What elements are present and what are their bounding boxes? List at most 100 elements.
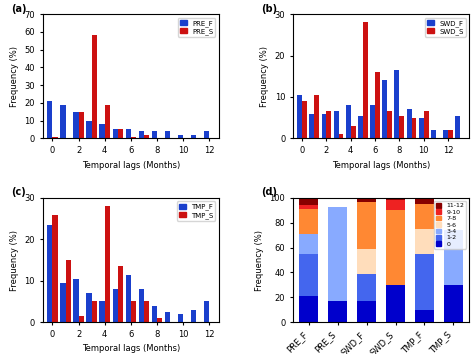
Bar bbox=[112, 130, 118, 138]
Legend: PRE_F, PRE_S: PRE_F, PRE_S bbox=[178, 18, 216, 37]
Bar bbox=[79, 112, 84, 138]
Bar bbox=[86, 121, 91, 138]
Bar bbox=[387, 112, 392, 138]
Bar bbox=[386, 200, 405, 210]
Bar bbox=[424, 112, 428, 138]
Bar bbox=[300, 254, 318, 296]
Bar bbox=[79, 316, 84, 322]
Bar bbox=[334, 112, 338, 138]
Bar bbox=[407, 109, 411, 138]
Bar bbox=[204, 131, 209, 138]
Text: (b): (b) bbox=[261, 4, 277, 14]
Bar bbox=[73, 112, 79, 138]
Bar bbox=[91, 302, 97, 322]
Bar bbox=[152, 306, 157, 322]
Bar bbox=[444, 285, 463, 322]
Bar bbox=[386, 285, 405, 322]
Bar bbox=[178, 314, 183, 322]
Bar bbox=[302, 101, 307, 138]
Bar bbox=[300, 296, 318, 322]
Bar bbox=[314, 95, 319, 138]
Bar bbox=[327, 112, 331, 138]
Bar bbox=[338, 134, 344, 138]
Y-axis label: Frequency (%): Frequency (%) bbox=[10, 46, 19, 107]
Bar bbox=[415, 198, 434, 204]
Bar bbox=[86, 293, 91, 322]
Bar bbox=[60, 105, 65, 138]
Bar bbox=[300, 205, 318, 209]
Bar bbox=[351, 126, 356, 138]
Bar bbox=[443, 130, 448, 138]
Bar bbox=[105, 206, 110, 322]
Bar bbox=[105, 105, 110, 138]
X-axis label: Temporal lags (Months): Temporal lags (Months) bbox=[332, 161, 430, 170]
Bar bbox=[65, 260, 71, 322]
Bar bbox=[415, 254, 434, 310]
Bar bbox=[357, 198, 376, 202]
Bar bbox=[300, 234, 318, 254]
Bar bbox=[357, 249, 376, 274]
Text: (a): (a) bbox=[11, 4, 27, 14]
Bar bbox=[53, 137, 58, 138]
Bar bbox=[157, 318, 162, 322]
Bar bbox=[47, 101, 53, 138]
Bar bbox=[456, 115, 460, 138]
Bar bbox=[53, 215, 58, 322]
Text: (d): (d) bbox=[261, 188, 277, 198]
Bar bbox=[415, 229, 434, 254]
Bar bbox=[386, 210, 405, 285]
Bar bbox=[394, 70, 400, 138]
Bar bbox=[131, 302, 136, 322]
Y-axis label: Frequency (%): Frequency (%) bbox=[260, 46, 269, 107]
Bar bbox=[363, 22, 368, 138]
Bar bbox=[126, 130, 131, 138]
Legend: 11-12, 9-10, 7-8, 5-6, 3-4, 1-2, 0: 11-12, 9-10, 7-8, 5-6, 3-4, 1-2, 0 bbox=[434, 201, 466, 249]
Bar bbox=[144, 135, 149, 138]
Bar bbox=[178, 135, 183, 138]
Bar bbox=[310, 114, 314, 138]
Bar bbox=[47, 225, 53, 322]
Bar bbox=[191, 310, 196, 322]
Bar bbox=[448, 130, 453, 138]
Bar bbox=[118, 266, 123, 322]
Bar bbox=[191, 135, 196, 138]
Bar bbox=[415, 310, 434, 322]
Legend: TMP_F, TMP_S: TMP_F, TMP_S bbox=[176, 201, 216, 221]
Bar bbox=[100, 124, 105, 138]
Bar bbox=[300, 209, 318, 234]
Text: (c): (c) bbox=[11, 188, 26, 198]
X-axis label: Temporal lags (Months): Temporal lags (Months) bbox=[82, 161, 180, 170]
Bar bbox=[383, 80, 387, 138]
Bar bbox=[112, 289, 118, 322]
Bar bbox=[118, 130, 123, 138]
Bar bbox=[138, 289, 144, 322]
Bar bbox=[357, 202, 376, 249]
Y-axis label: Frequency (%): Frequency (%) bbox=[10, 229, 19, 291]
Bar bbox=[370, 105, 375, 138]
Bar bbox=[297, 95, 302, 138]
Bar bbox=[386, 198, 405, 200]
Bar bbox=[152, 131, 157, 138]
Y-axis label: Frequency (%): Frequency (%) bbox=[255, 229, 264, 291]
Bar bbox=[415, 204, 434, 229]
Bar bbox=[165, 312, 170, 322]
X-axis label: Temporal lags (Months): Temporal lags (Months) bbox=[82, 344, 180, 353]
Legend: SWD_F, SWD_S: SWD_F, SWD_S bbox=[425, 18, 466, 37]
Bar bbox=[165, 131, 170, 138]
Bar bbox=[126, 275, 131, 322]
Bar bbox=[411, 118, 416, 138]
Bar bbox=[357, 301, 376, 322]
Bar bbox=[400, 115, 404, 138]
Bar bbox=[138, 131, 144, 138]
Bar bbox=[91, 35, 97, 138]
Bar bbox=[431, 130, 436, 138]
Bar bbox=[131, 137, 136, 138]
Bar bbox=[346, 105, 351, 138]
Bar bbox=[328, 301, 347, 322]
Bar bbox=[328, 207, 347, 301]
Bar bbox=[358, 115, 363, 138]
Bar bbox=[419, 118, 424, 138]
Bar bbox=[204, 302, 209, 322]
Bar bbox=[60, 283, 65, 322]
Bar bbox=[300, 198, 318, 205]
